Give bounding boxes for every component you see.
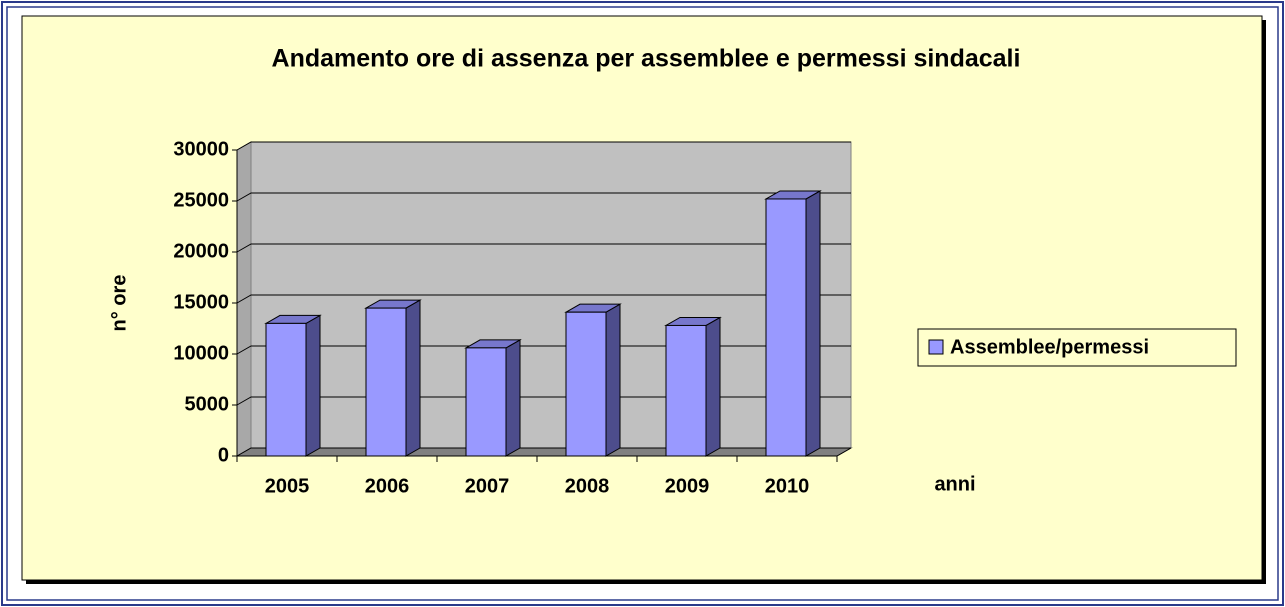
- grid-line: [236, 141, 851, 151]
- bar-front: [765, 198, 807, 457]
- bar-side: [705, 316, 721, 457]
- grid-line: [236, 294, 851, 304]
- grid-line: [236, 396, 851, 406]
- bar: [264, 314, 322, 457]
- x-axis-end: [836, 447, 852, 457]
- y-tick-label: 25000: [173, 189, 229, 211]
- bar: [564, 303, 622, 457]
- bar-side: [505, 339, 521, 457]
- legend-label: Assemblee/permessi: [950, 336, 1149, 358]
- bar-front: [665, 324, 707, 457]
- bar-front: [465, 347, 507, 457]
- bar-side: [805, 190, 821, 457]
- inner-frame: [6, 6, 1279, 601]
- grid-line: [236, 345, 851, 355]
- y-tick-label: 15000: [173, 291, 229, 313]
- y-tick-label: 0: [218, 444, 229, 466]
- x-tick-label: 2009: [665, 475, 710, 497]
- x-tick-label: 2006: [365, 475, 410, 497]
- x-tick-label: 2007: [465, 475, 510, 497]
- x-tick-label: 2010: [765, 475, 810, 497]
- grid-line: [236, 243, 851, 253]
- x-tick-label: 2008: [565, 475, 610, 497]
- grid-line: [236, 447, 851, 457]
- floor: [235, 447, 853, 457]
- bar-side: [305, 314, 321, 457]
- bar-front: [265, 322, 307, 457]
- bar: [364, 299, 422, 457]
- y-tick-label: 20000: [173, 240, 229, 262]
- bar-side: [405, 299, 421, 457]
- y-tick-label: 10000: [173, 342, 229, 364]
- bar-front: [365, 307, 407, 457]
- legend-box: [917, 328, 1237, 367]
- bar-front: [565, 311, 607, 457]
- bar: [764, 190, 822, 457]
- x-tick-label: 2005: [265, 475, 310, 497]
- x-axis-label: anni: [934, 473, 975, 495]
- bar-side: [605, 303, 621, 457]
- bar: [464, 339, 522, 457]
- y-tick-label: 5000: [185, 393, 230, 415]
- legend-swatch: [928, 339, 944, 355]
- y-axis-label: n° ore: [108, 275, 130, 332]
- grid-line: [236, 192, 851, 202]
- chart-title: Andamento ore di assenza per assemblee e…: [272, 45, 1021, 73]
- bar: [664, 316, 722, 457]
- y-tick-label: 30000: [173, 138, 229, 160]
